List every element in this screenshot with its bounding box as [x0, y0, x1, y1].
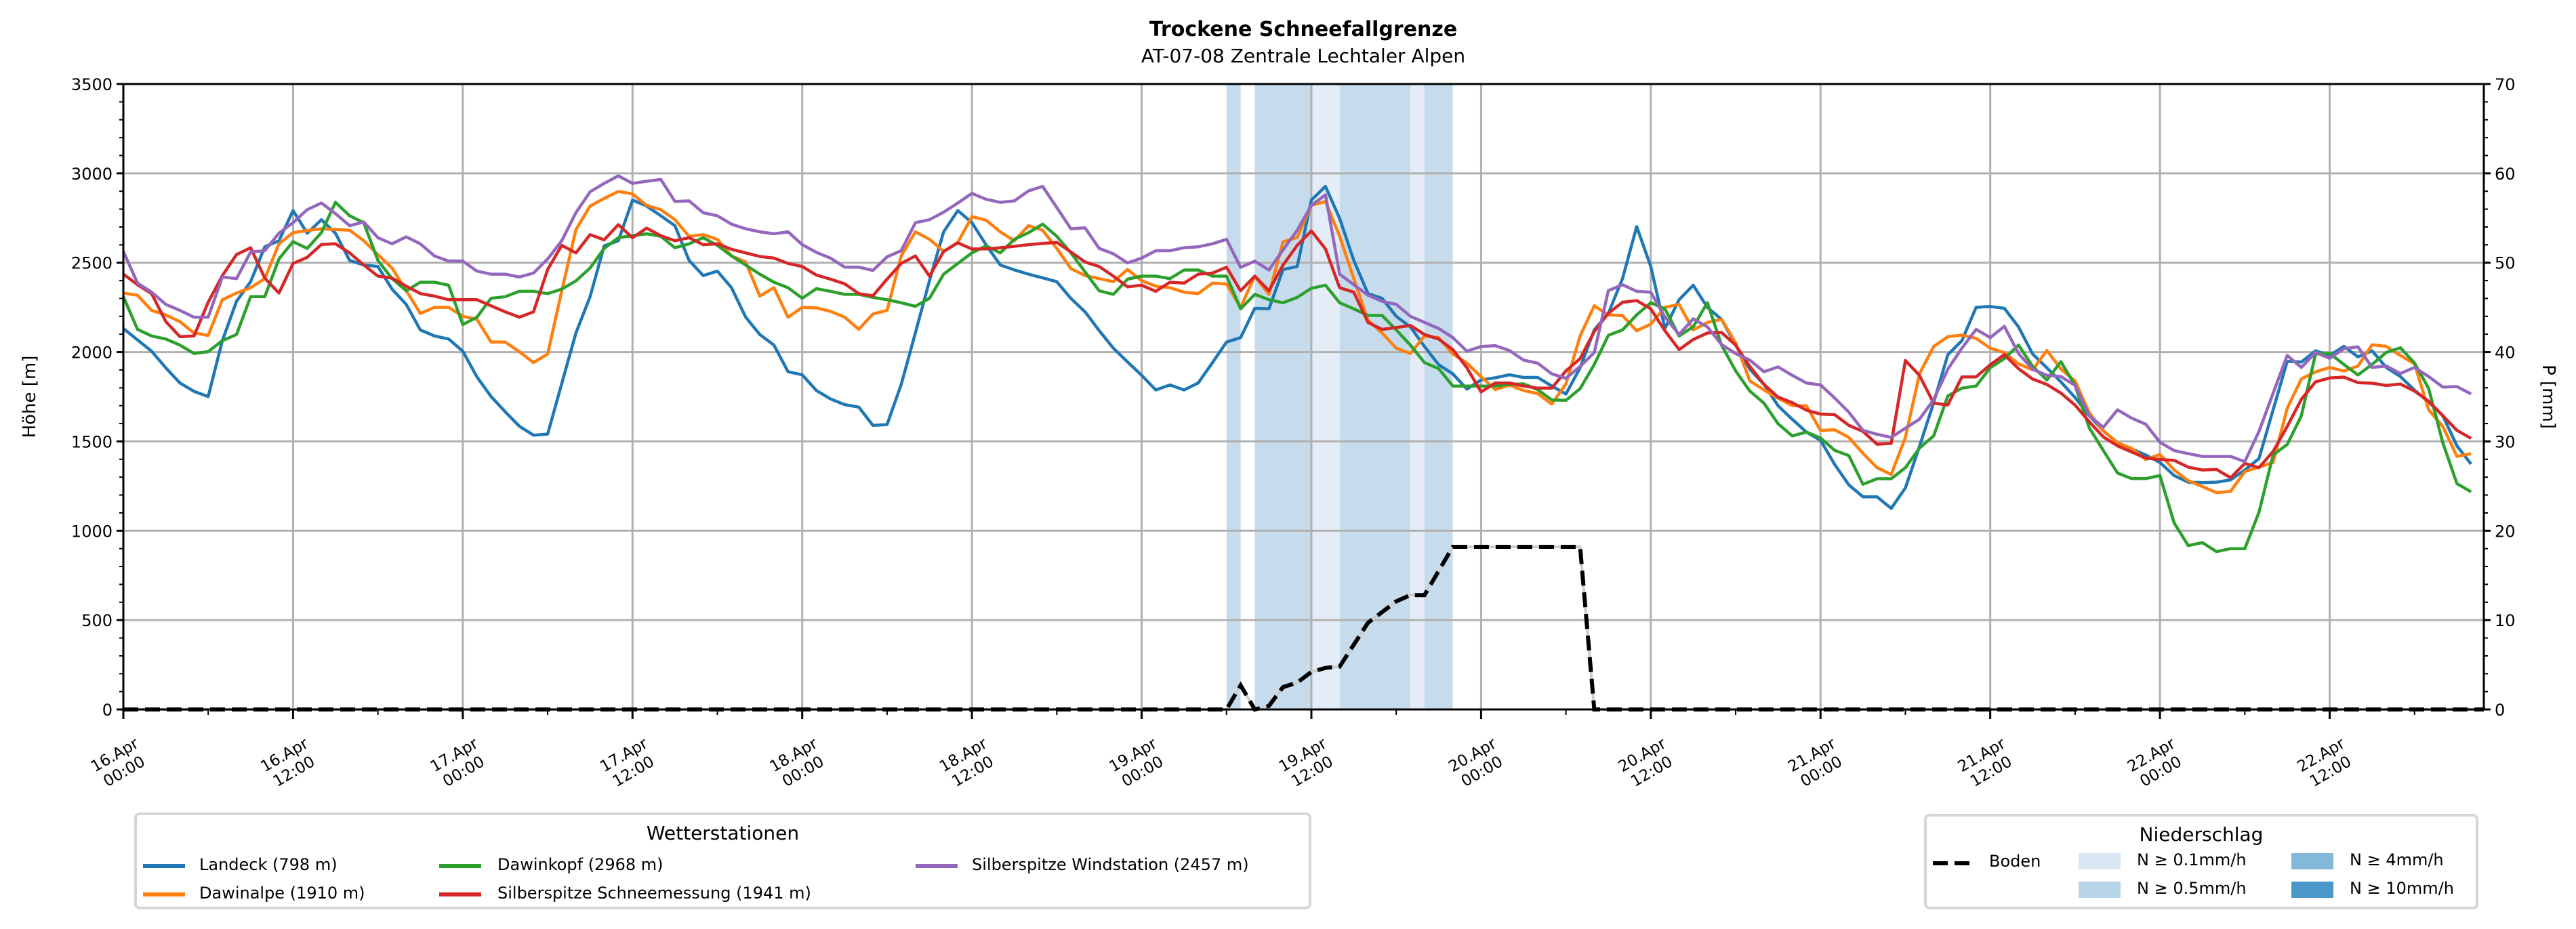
- legend-swatch-4: [916, 864, 958, 868]
- precip-band-3: [1339, 84, 1411, 709]
- legend-boden-label: Boden: [1989, 852, 2041, 871]
- y-tick-label: 3000: [71, 165, 113, 184]
- y-right-tick-label: 30: [2495, 432, 2516, 451]
- series-line-4: [121, 174, 2472, 463]
- precipitation-bands: [1226, 84, 1453, 709]
- y-tick-label: 500: [81, 611, 113, 630]
- y-right-tick-label: 10: [2495, 611, 2516, 630]
- chart-subtitle: AT-07-08 Zentrale Lechtaler Alpen: [1141, 45, 1466, 67]
- precip-band-2: [1311, 84, 1340, 709]
- legend-precipitation: Niederschlag Boden N ≥ 0.1mm/h N ≥ 0.5mm/…: [1924, 814, 2478, 909]
- y-tick-label: 3500: [71, 75, 113, 94]
- y-right-tick-label: 20: [2495, 522, 2516, 541]
- axes: [117, 83, 2491, 719]
- legend-stations: Wetterstationen Landeck (798 m) Dawinalpe…: [134, 812, 1311, 909]
- legend-swatch-3: [439, 892, 481, 896]
- legend-stations-title: Wetterstationen: [646, 822, 800, 844]
- legend-swatch-2: [439, 864, 481, 868]
- precip-legend-patch-2: [2291, 853, 2333, 869]
- precip-band-1: [1254, 84, 1311, 709]
- legend-label-3: Silberspitze Schneemessung (1941 m): [497, 884, 811, 903]
- legend-label-4: Silberspitze Windstation (2457 m): [972, 855, 1249, 874]
- precip-legend-label-2: N ≥ 4mm/h: [2350, 850, 2444, 869]
- precip-band-4: [1410, 84, 1425, 709]
- y-tick-label: 1000: [71, 522, 113, 541]
- series-line-3: [122, 223, 2472, 480]
- plot-frame: [122, 83, 2485, 711]
- precip-legend-patch-1: [2079, 882, 2121, 898]
- y-tick-label: 2500: [71, 254, 113, 273]
- y-right-axis-label: P [mm]: [2538, 365, 2558, 429]
- precip-legend-label-1: N ≥ 0.5mm/h: [2137, 879, 2247, 898]
- precip-legend-label-0: N ≥ 0.1mm/h: [2137, 850, 2247, 869]
- precip-band-5: [1424, 84, 1453, 709]
- y-tick-label: 2000: [71, 344, 113, 363]
- series-line-1: [123, 190, 2472, 495]
- y-right-tick-label: 50: [2495, 254, 2516, 273]
- chart-title: Trockene Schneefallgrenze: [1149, 18, 1458, 41]
- precip-legend-label-3: N ≥ 10mm/h: [2350, 879, 2454, 898]
- legend-swatch-0: [143, 864, 185, 868]
- legend-label-0: Landeck (798 m): [199, 855, 338, 874]
- y-right-tick-label: 0: [2495, 701, 2505, 720]
- y-tick-label: 1500: [71, 432, 113, 451]
- y-axis-label: Höhe [m]: [20, 356, 40, 438]
- y-right-tick-label: 60: [2495, 165, 2516, 184]
- legend-label-2: Dawinkopf (2968 m): [497, 855, 663, 874]
- series-line-2: [121, 201, 2472, 554]
- y-right-tick-label: 40: [2495, 344, 2516, 363]
- legend-precipitation-title: Niederschlag: [2139, 823, 2264, 846]
- station-lines: [121, 174, 2472, 554]
- precip-legend-patch-3: [2291, 882, 2333, 898]
- precip-legend-patch-0: [2079, 853, 2121, 869]
- boden-legend-swatch: [1933, 861, 1975, 865]
- legend-label-1: Dawinalpe (1910 m): [199, 884, 365, 903]
- legend-swatch-1: [143, 892, 185, 896]
- precip-band-0: [1226, 84, 1241, 709]
- y-tick-label: 0: [102, 701, 113, 720]
- y-right-tick-label: 70: [2495, 75, 2516, 94]
